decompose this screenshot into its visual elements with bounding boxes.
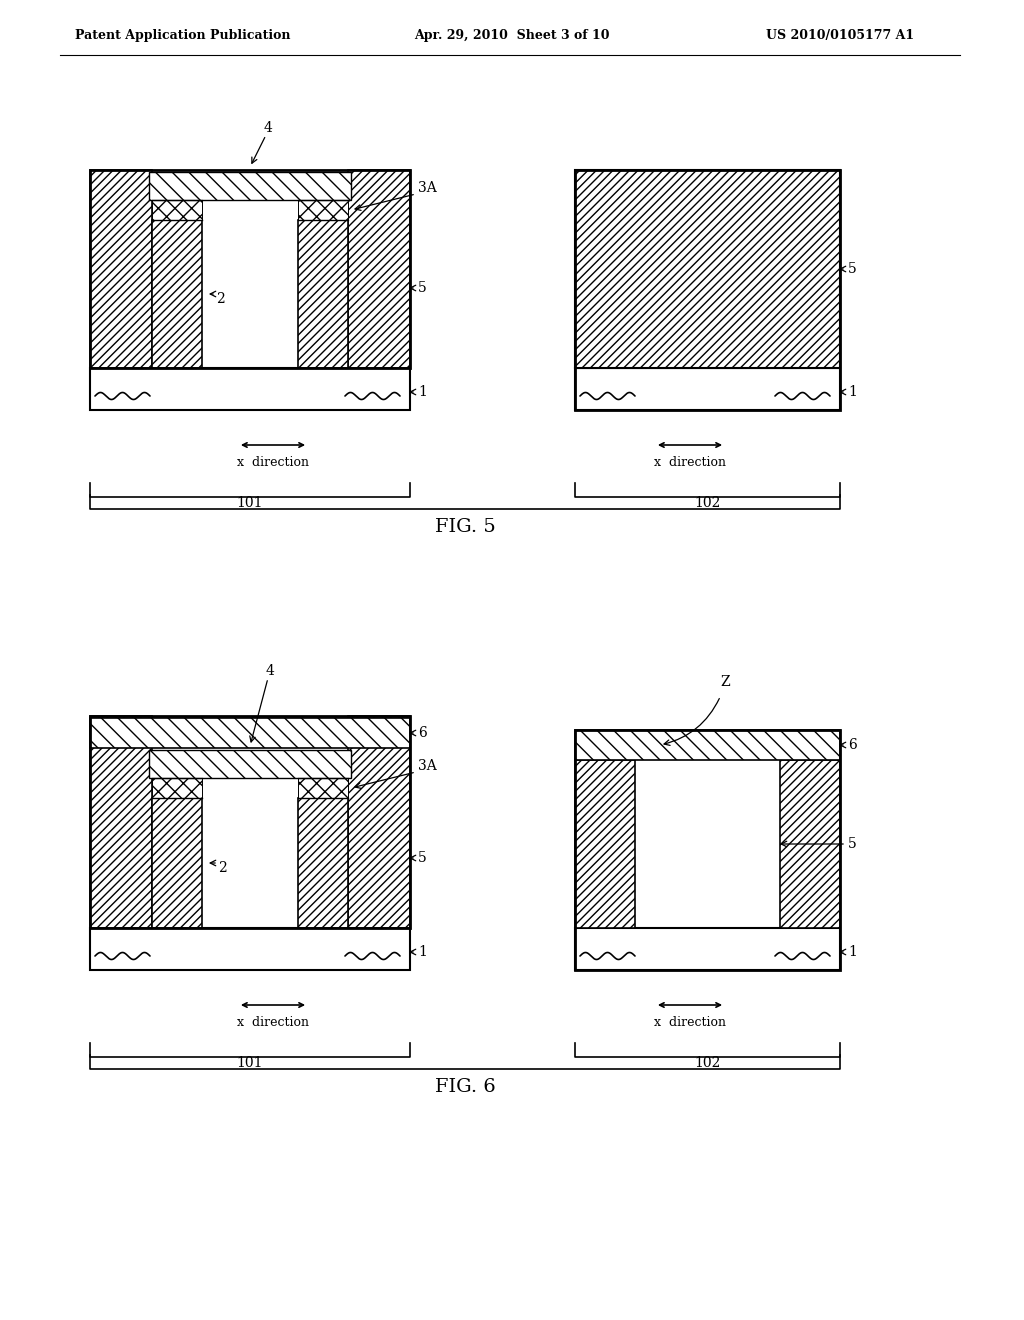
Bar	[575, 170, 840, 411]
Bar	[348, 170, 410, 368]
Bar	[150, 172, 351, 201]
Bar	[298, 799, 348, 928]
Text: 5: 5	[418, 851, 427, 865]
Text: FIG. 5: FIG. 5	[434, 517, 496, 536]
Bar	[575, 170, 840, 368]
Bar	[348, 715, 410, 928]
Text: 3A: 3A	[418, 759, 437, 774]
Bar	[90, 928, 410, 970]
Text: 3A: 3A	[418, 181, 437, 195]
Text: x  direction: x direction	[654, 1015, 726, 1028]
Text: 5: 5	[418, 281, 427, 294]
Text: 101: 101	[237, 496, 263, 510]
Text: Z: Z	[721, 675, 730, 689]
Text: 4: 4	[263, 121, 272, 135]
Bar	[90, 718, 410, 748]
Text: 1: 1	[848, 385, 857, 399]
Bar	[298, 777, 348, 799]
Bar	[575, 730, 840, 760]
Text: 1: 1	[418, 945, 427, 960]
Text: 2: 2	[216, 292, 224, 306]
Text: Apr. 29, 2010  Sheet 3 of 10: Apr. 29, 2010 Sheet 3 of 10	[415, 29, 609, 41]
Text: 5: 5	[848, 837, 857, 851]
Text: x  direction: x direction	[237, 455, 309, 469]
Text: 102: 102	[694, 496, 721, 510]
Bar	[90, 368, 410, 411]
Bar	[575, 368, 840, 411]
Bar	[152, 799, 202, 928]
Text: 102: 102	[694, 1056, 721, 1071]
Text: 5: 5	[848, 261, 857, 276]
Text: FIG. 6: FIG. 6	[434, 1078, 496, 1096]
Text: 101: 101	[237, 1056, 263, 1071]
Bar	[298, 201, 348, 220]
Bar	[152, 220, 202, 368]
Text: US 2010/0105177 A1: US 2010/0105177 A1	[766, 29, 914, 41]
Text: 1: 1	[848, 945, 857, 960]
Bar	[575, 730, 840, 970]
Text: 4: 4	[265, 664, 274, 678]
Text: x  direction: x direction	[654, 455, 726, 469]
Text: 6: 6	[848, 738, 857, 752]
Text: 1: 1	[418, 385, 427, 399]
Bar	[780, 760, 840, 928]
Bar	[90, 715, 410, 928]
Bar	[298, 220, 348, 368]
Bar	[152, 777, 202, 799]
Bar	[150, 750, 351, 777]
Bar	[90, 715, 152, 928]
Text: x  direction: x direction	[237, 1015, 309, 1028]
Bar	[575, 760, 635, 928]
Text: 6: 6	[418, 726, 427, 741]
Text: Patent Application Publication: Patent Application Publication	[75, 29, 291, 41]
Bar	[575, 928, 840, 970]
Text: 2: 2	[218, 861, 226, 875]
Bar	[90, 170, 410, 368]
Bar	[152, 201, 202, 220]
Bar	[90, 170, 152, 368]
